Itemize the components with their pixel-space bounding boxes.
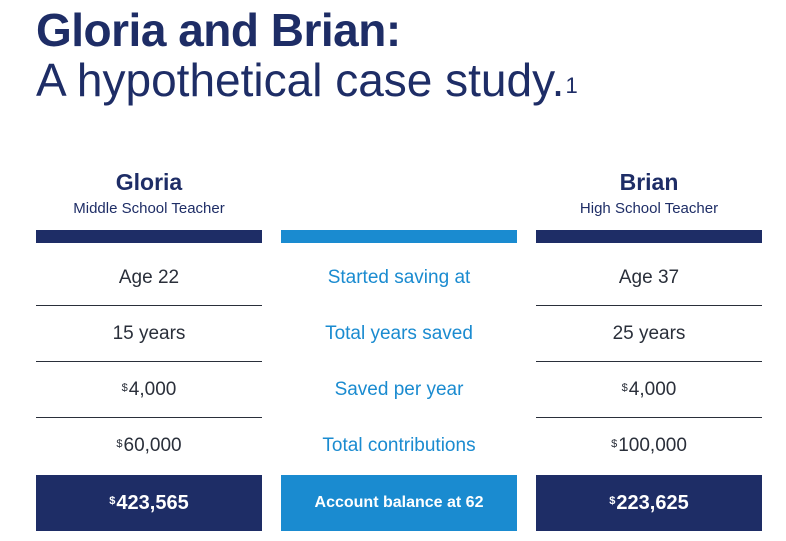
brian-saved-per-year: $4,000 — [536, 362, 762, 418]
gloria-account-balance: $423,565 — [36, 475, 262, 531]
title-line-1: Gloria and Brian: — [36, 4, 401, 56]
brian-account-balance: $223,625 — [536, 475, 762, 531]
gloria-total-contributions: $60,000 — [116, 435, 182, 456]
brian-header-bar — [536, 230, 762, 243]
currency-symbol: $ — [611, 438, 618, 450]
currency-symbol: $ — [609, 495, 616, 507]
brian-name: Brian — [619, 169, 679, 195]
brian-years-saved: 25 years — [536, 306, 762, 362]
labels-header-bar — [281, 230, 517, 243]
gloria-role: Middle School Teacher — [73, 200, 225, 217]
gloria-header-bar — [36, 230, 262, 243]
gloria-years-saved: 15 years — [36, 306, 262, 362]
gloria-saved-per-year: $4,000 — [36, 362, 262, 418]
label-started-saving: Started saving at — [327, 267, 471, 288]
currency-symbol: $ — [109, 495, 116, 507]
footnote-marker: 1 — [565, 73, 578, 98]
currency-symbol: $ — [121, 381, 128, 394]
title-line-2: A hypothetical case study. — [36, 54, 565, 106]
currency-symbol: $ — [116, 438, 123, 450]
gloria-name: Gloria — [115, 169, 183, 195]
label-saved-per-year: Saved per year — [334, 379, 464, 400]
page-subtitle: A hypothetical case study.1 — [36, 54, 578, 106]
label-total-contributions: Total contributions — [322, 435, 476, 456]
page-title: Gloria and Brian: — [36, 4, 401, 56]
brian-total-contributions: $100,000 — [611, 435, 687, 456]
brian-started-saving: Age 37 — [536, 250, 762, 306]
currency-symbol: $ — [621, 381, 628, 394]
brian-role: High School Teacher — [579, 200, 719, 217]
label-years-saved: Total years saved — [325, 323, 473, 344]
label-account-balance: Account balance at 62 — [281, 475, 517, 531]
gloria-started-saving: Age 22 — [36, 250, 262, 306]
